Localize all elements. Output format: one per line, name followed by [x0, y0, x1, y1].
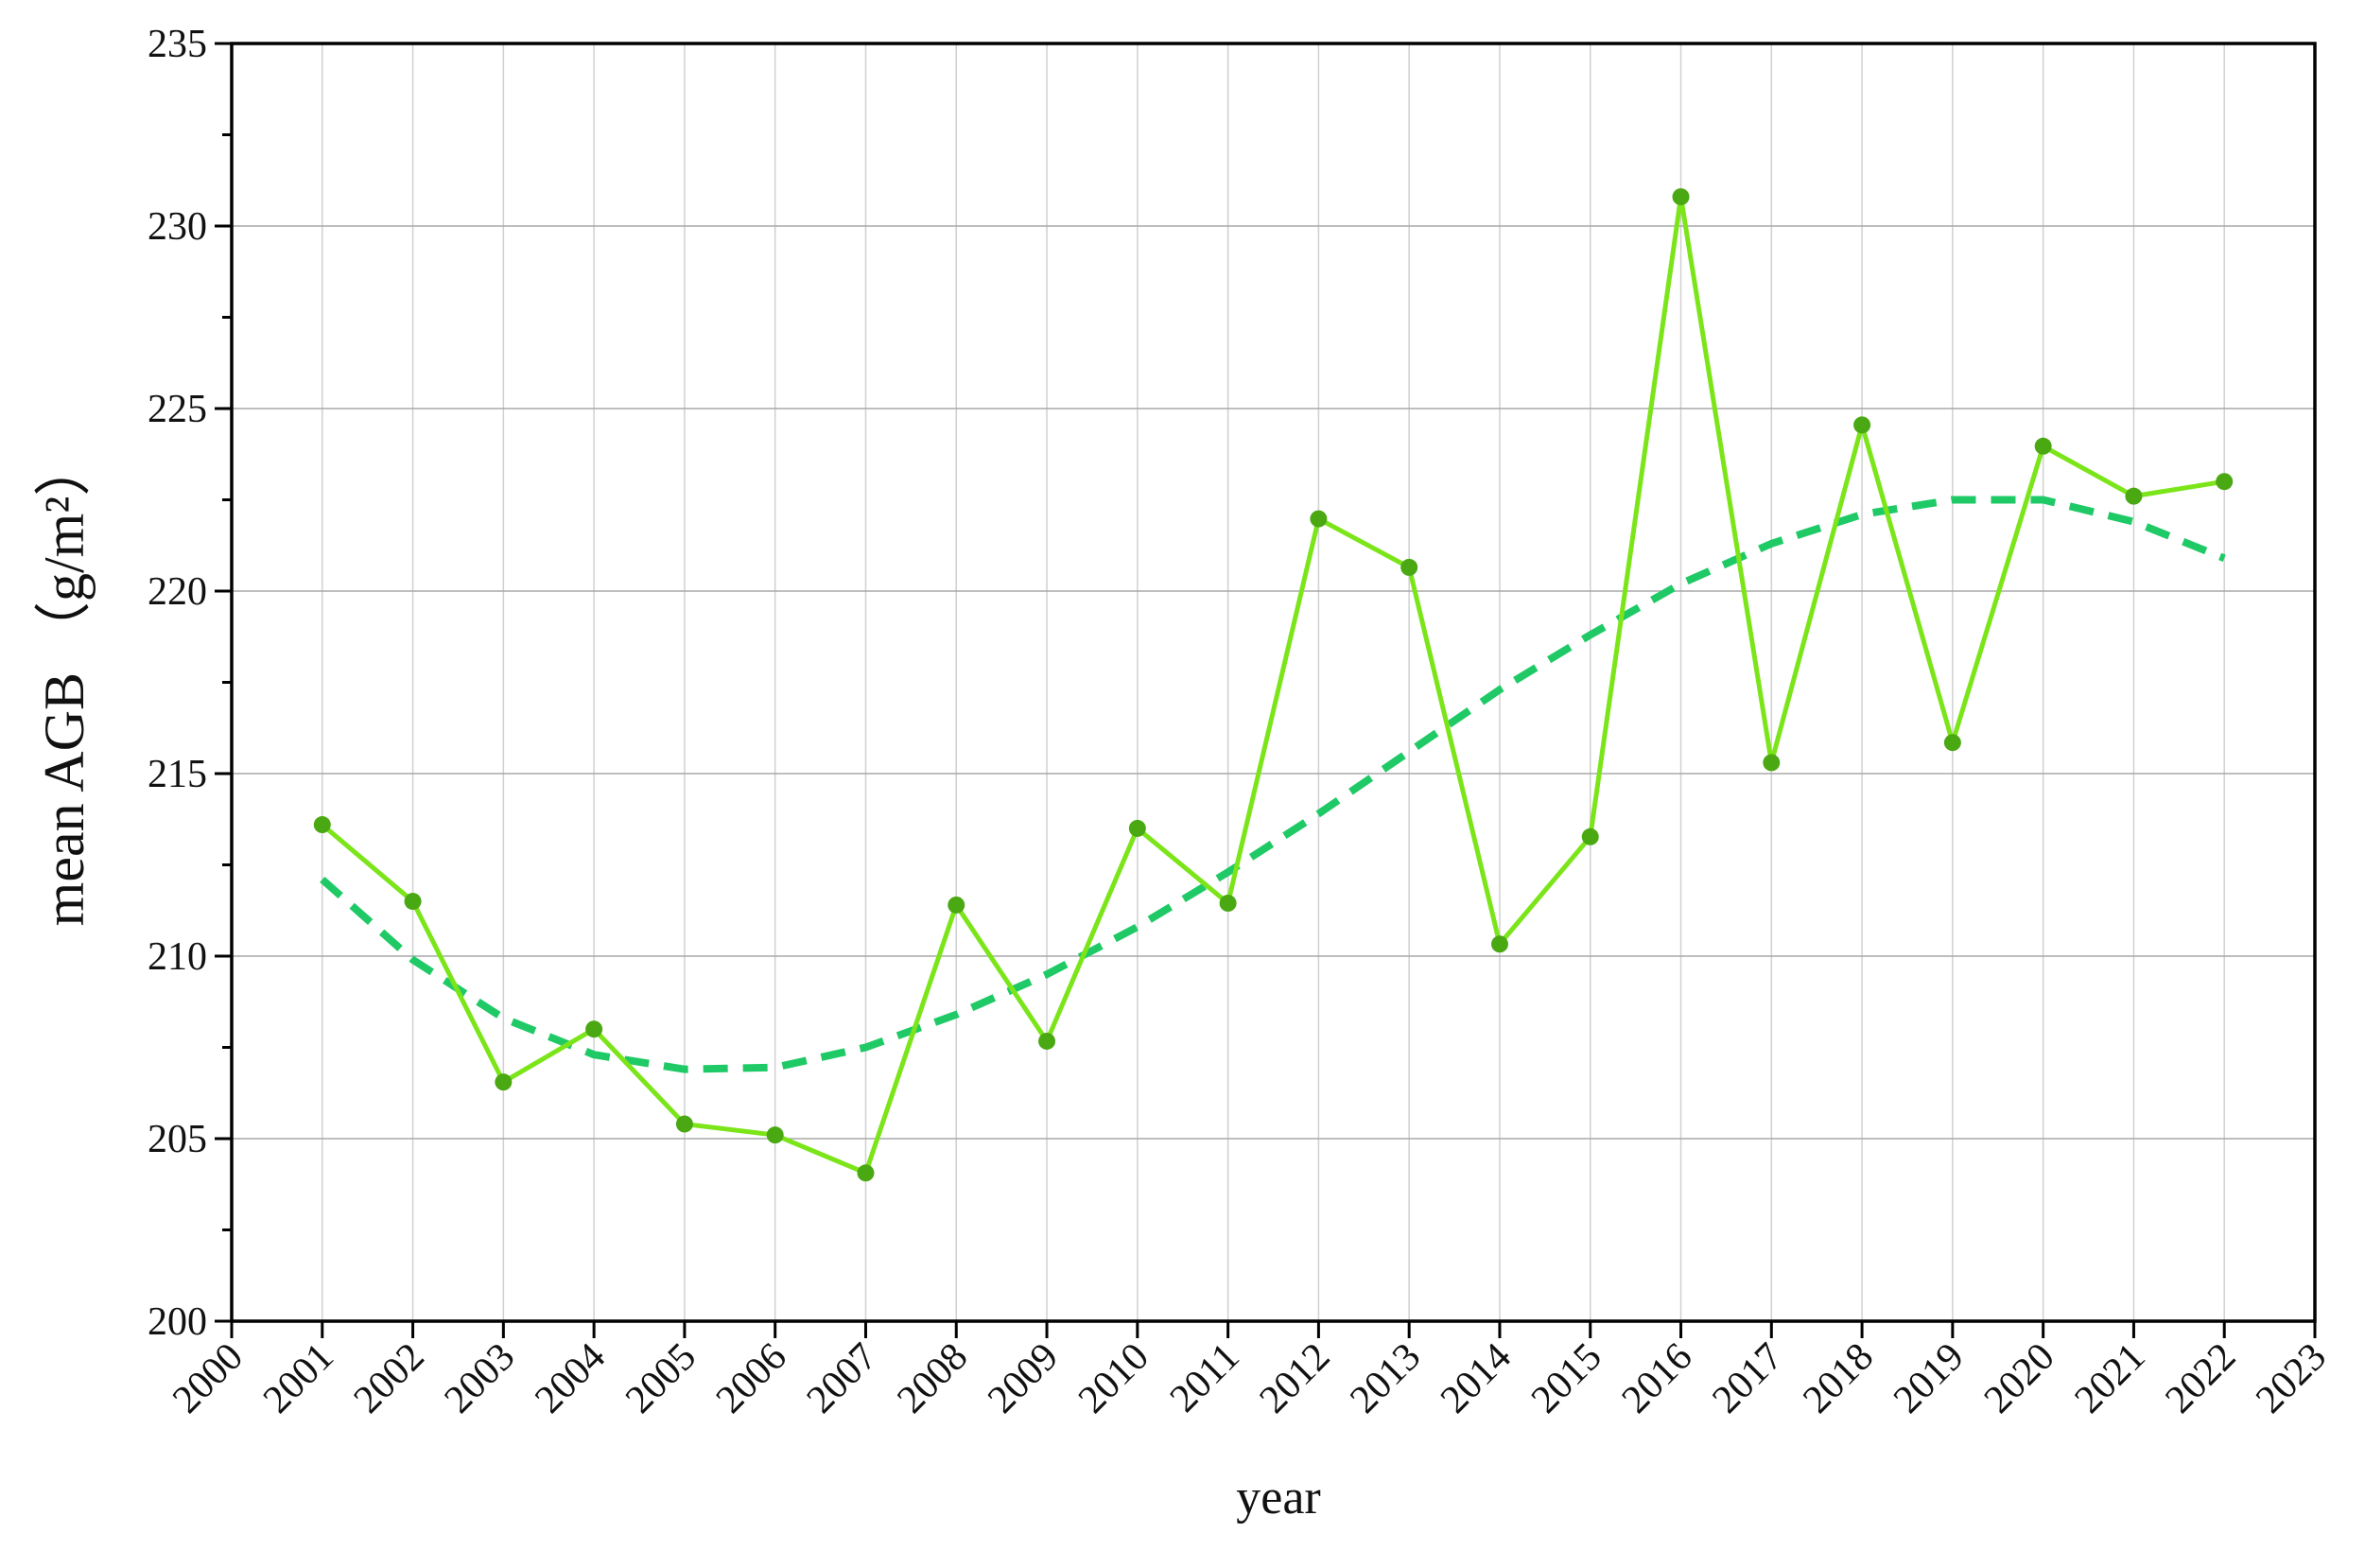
- x-tick-label: 2021: [2067, 1335, 2154, 1422]
- x-tick-label: 2016: [1614, 1335, 1701, 1422]
- x-tick-label: 2005: [617, 1335, 704, 1422]
- plot-frame: [230, 42, 2317, 1323]
- trend-line: [320, 496, 2226, 1073]
- data-point: [857, 1164, 875, 1182]
- x-tick-label: 2017: [1704, 1335, 1791, 1422]
- x-tick-label: 2014: [1433, 1335, 1520, 1422]
- x-tick-label: 2023: [2248, 1335, 2335, 1422]
- x-tick-label: 2008: [889, 1335, 976, 1422]
- x-tick-label: 2018: [1795, 1335, 1882, 1422]
- data-point: [1038, 1032, 1056, 1050]
- data-point: [2125, 487, 2143, 505]
- x-tick-label: 2003: [436, 1335, 523, 1422]
- y-tick-label: 215: [148, 753, 207, 796]
- data-point: [495, 1073, 513, 1091]
- y-axis-label: mean AGB （g/m²）: [33, 440, 96, 927]
- x-tick-label: 2002: [346, 1335, 433, 1422]
- data-point: [1219, 895, 1237, 913]
- data-point: [1400, 558, 1418, 576]
- y-tick-label: 200: [148, 1300, 207, 1344]
- x-tick-label: 2019: [1886, 1335, 1973, 1422]
- x-tick-label: 2015: [1523, 1335, 1610, 1422]
- data-point: [1310, 510, 1328, 528]
- data-point: [1943, 734, 1961, 752]
- x-tick-label: 2010: [1070, 1335, 1157, 1422]
- x-tick-label: 2006: [708, 1335, 795, 1422]
- x-tick-label: 2009: [980, 1335, 1067, 1422]
- data-point: [1672, 188, 1690, 206]
- data-point: [948, 896, 965, 914]
- data-point: [585, 1020, 603, 1038]
- y-tick-label: 235: [148, 23, 207, 66]
- data-point: [675, 1115, 693, 1133]
- data-point: [1490, 935, 1508, 953]
- y-tick-label: 220: [148, 570, 207, 614]
- y-tick-label: 205: [148, 1118, 207, 1161]
- x-tick-label: 2011: [1162, 1335, 1248, 1421]
- data-point: [2216, 473, 2234, 491]
- data-point: [2034, 437, 2052, 455]
- data-point: [1581, 828, 1599, 845]
- x-tick-label: 2000: [165, 1335, 252, 1422]
- x-tick-label: 2013: [1342, 1335, 1429, 1422]
- x-tick-label: 2004: [527, 1335, 614, 1422]
- data-point: [404, 893, 422, 911]
- x-axis-label: year: [1236, 1471, 1320, 1524]
- y-tick-label: 210: [148, 935, 207, 979]
- data-line: [321, 196, 2225, 1176]
- x-tick-label: 2012: [1252, 1335, 1339, 1422]
- data-point: [1128, 819, 1146, 837]
- data-point: [1853, 416, 1871, 434]
- data-point: [313, 816, 331, 834]
- x-tick-label: 2001: [255, 1335, 342, 1422]
- x-tick-label: 2007: [799, 1335, 886, 1422]
- y-tick-label: 225: [148, 388, 207, 431]
- x-tick-label: 2020: [1976, 1335, 2063, 1422]
- data-point: [766, 1126, 784, 1144]
- y-tick-label: 230: [148, 205, 207, 249]
- data-point: [1763, 754, 1781, 772]
- x-tick-label: 2022: [2157, 1335, 2244, 1422]
